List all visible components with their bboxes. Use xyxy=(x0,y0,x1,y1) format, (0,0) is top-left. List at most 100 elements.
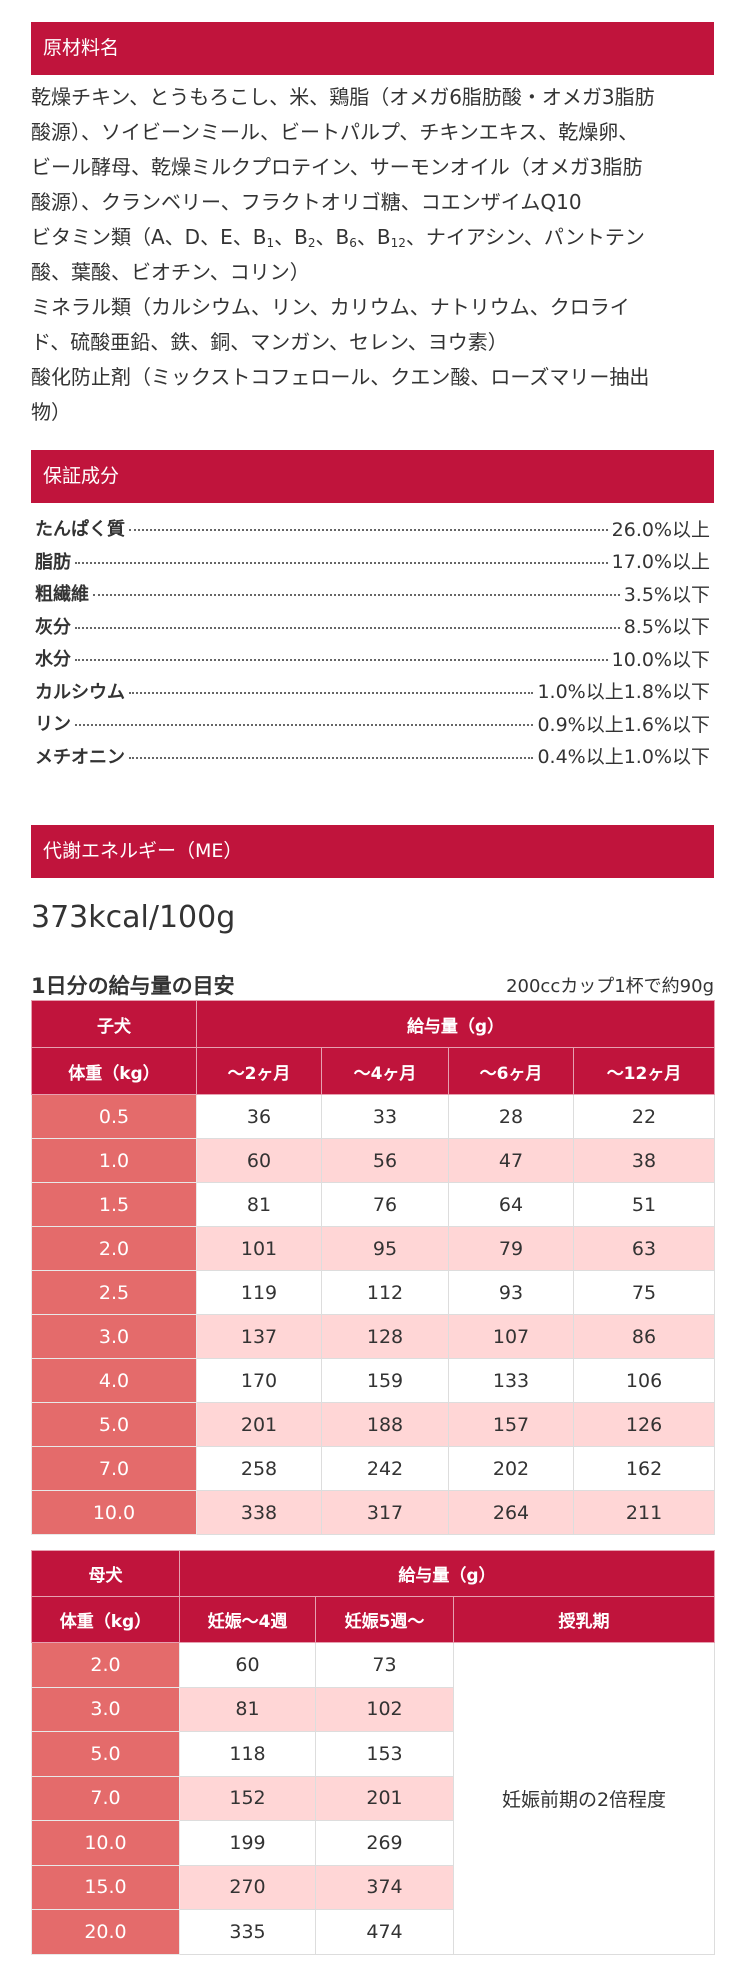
table-row: 0.5 36 33 28 22 xyxy=(31,1094,716,1139)
mother-feeding-table: 母犬 給与量（g） 体重（kg） 妊娠～4週 妊娠5週～ 授乳期 2.0 60 73 妊娠前期の2… xyxy=(31,1550,716,1955)
weight-cell: 1.0 xyxy=(31,1138,197,1183)
weight-cell: 5.0 xyxy=(31,1731,180,1777)
ingredient-line: 酸源）、クランベリー、フラクトオリゴ糖、コエンザイムQ10 xyxy=(31,190,582,214)
subscript: 2 xyxy=(307,236,316,250)
amount-cell: 188 xyxy=(321,1402,449,1447)
vitamin-text: 、B xyxy=(274,225,308,249)
nutrient-row: リン 0.9%以上1.6%以下 xyxy=(35,707,710,740)
lactation-note-cell: 妊娠前期の2倍程度 xyxy=(452,1642,716,1955)
section-header-energy: 代謝エネルギー（ME） xyxy=(31,825,714,878)
nutrient-row: 脂肪 17.0%以上 xyxy=(35,545,710,578)
nutrient-label: たんぱく質 xyxy=(35,519,125,541)
amount-cell: 107 xyxy=(448,1314,574,1359)
weight-cell: 2.0 xyxy=(31,1226,197,1271)
vitamin-text: 、B xyxy=(315,225,350,249)
dotted-leader xyxy=(129,529,608,532)
amount-cell: 211 xyxy=(572,1490,716,1535)
amount-cell: 133 xyxy=(448,1358,574,1403)
column-header: 妊娠5週～ xyxy=(315,1596,454,1643)
table-row: 7.0 152 201 xyxy=(31,1775,715,1821)
corner-header: 子犬 xyxy=(31,1000,197,1048)
vitamin-text: 、ナイアシン、パントテン xyxy=(405,225,645,249)
amount-cell: 106 xyxy=(572,1358,716,1403)
amount-cell: 153 xyxy=(315,1731,454,1777)
amount-cell: 63 xyxy=(572,1226,716,1271)
column-header: 妊娠～4週 xyxy=(179,1596,316,1643)
nutrient-row: メチオニン 0.4%以上1.0%以下 xyxy=(35,740,710,773)
amount-cell: 81 xyxy=(179,1686,316,1732)
nutrient-row: カルシウム 1.0%以上1.8%以下 xyxy=(35,675,710,708)
amount-cell: 56 xyxy=(321,1138,449,1183)
weight-cell: 3.0 xyxy=(31,1686,180,1732)
weight-cell: 4.0 xyxy=(31,1358,197,1403)
nutrient-value: 26.0%以上 xyxy=(611,518,710,541)
amount-cell: 317 xyxy=(321,1490,449,1535)
nutrient-label: 脂肪 xyxy=(35,551,71,573)
weight-cell: 5.0 xyxy=(31,1402,197,1447)
vitamin-text: 、B xyxy=(356,225,391,249)
vitamin-line: ビタミン類（A、D、E、B1、B2、B6、B12、ナイアシン、パントテン xyxy=(31,220,721,255)
table-row: 1.0 60 56 47 38 xyxy=(31,1138,716,1183)
amount-cell: 60 xyxy=(179,1642,316,1688)
nutrient-label: リン xyxy=(35,714,71,736)
weight-cell: 10.0 xyxy=(31,1490,197,1535)
amount-cell: 101 xyxy=(196,1226,322,1271)
amount-cell: 73 xyxy=(315,1642,454,1688)
dotted-leader xyxy=(129,691,534,694)
table-row: 3.0 81 102 xyxy=(31,1686,715,1732)
table-row: 15.0 270 374 xyxy=(31,1864,715,1910)
header-row: 体重（kg） 妊娠～4週 妊娠5週～ 授乳期 xyxy=(31,1596,716,1643)
weight-cell: 2.5 xyxy=(31,1270,197,1315)
table-row: 10.0 338 317 264 211 xyxy=(31,1490,716,1535)
amount-cell: 270 xyxy=(179,1864,316,1910)
weight-cell: 1.5 xyxy=(31,1182,197,1227)
ingredient-line: 物） xyxy=(31,400,71,424)
amount-cell: 47 xyxy=(448,1138,574,1183)
column-header: ～12ヶ月 xyxy=(572,1047,716,1095)
amount-cell: 374 xyxy=(315,1864,454,1910)
weight-header: 体重（kg） xyxy=(31,1596,180,1643)
column-header: ～2ヶ月 xyxy=(196,1047,322,1095)
amount-cell: 112 xyxy=(321,1270,449,1315)
section-header-ingredients: 原材料名 xyxy=(31,22,714,75)
amount-cell: 170 xyxy=(196,1358,322,1403)
weight-cell: 0.5 xyxy=(31,1094,197,1139)
amount-cell: 199 xyxy=(179,1820,316,1866)
table-row: 3.0 137 128 107 86 xyxy=(31,1314,716,1359)
weight-cell: 7.0 xyxy=(31,1775,180,1821)
dotted-leader xyxy=(75,724,534,727)
nutrient-value: 1.0%以上1.8%以下 xyxy=(537,681,710,704)
column-header: ～6ヶ月 xyxy=(448,1047,574,1095)
amount-cell: 118 xyxy=(179,1731,316,1777)
amount-cell: 338 xyxy=(196,1490,322,1535)
subscript: 1 xyxy=(266,236,275,250)
amount-cell: 75 xyxy=(572,1270,716,1315)
table-row: 20.0 335 474 xyxy=(31,1909,715,1955)
amount-cell: 137 xyxy=(196,1314,322,1359)
amount-cell: 128 xyxy=(321,1314,449,1359)
ingredient-line: ミネラル類（カルシウム、リン、カリウム、ナトリウム、クロライ xyxy=(31,295,630,319)
weight-cell: 20.0 xyxy=(31,1909,180,1955)
amount-cell: 474 xyxy=(315,1909,454,1955)
ingredient-line: 酸、葉酸、ビオチン、コリン） xyxy=(31,260,310,284)
table-row: 7.0 258 242 202 162 xyxy=(31,1446,716,1491)
amount-cell: 264 xyxy=(448,1490,574,1535)
group-header: 給与量（g） xyxy=(195,1000,716,1048)
weight-cell: 15.0 xyxy=(31,1864,180,1910)
weight-header: 体重（kg） xyxy=(31,1047,197,1095)
amount-cell: 38 xyxy=(572,1138,716,1183)
nutrient-row: 灰分 8.5%以下 xyxy=(35,610,710,643)
amount-cell: 76 xyxy=(321,1182,449,1227)
weight-cell: 2.0 xyxy=(31,1642,180,1688)
header-row: 母犬 給与量（g） xyxy=(31,1550,716,1597)
weight-cell: 7.0 xyxy=(31,1446,197,1491)
table-row: 5.0 118 153 xyxy=(31,1731,715,1777)
weight-cell: 3.0 xyxy=(31,1314,197,1359)
amount-cell: 157 xyxy=(448,1402,574,1447)
amount-cell: 258 xyxy=(196,1446,322,1491)
dotted-leader xyxy=(129,756,534,759)
amount-cell: 86 xyxy=(572,1314,716,1359)
group-header: 給与量（g） xyxy=(178,1550,716,1597)
amount-cell: 28 xyxy=(448,1094,574,1139)
table-row: 2.5 119 112 93 75 xyxy=(31,1270,716,1315)
